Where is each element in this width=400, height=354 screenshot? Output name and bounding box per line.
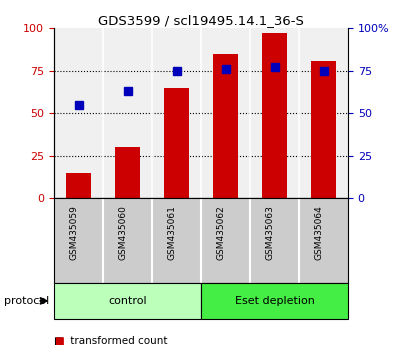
Bar [115,147,140,198]
Bar [311,61,336,198]
Bar [164,88,189,198]
Text: ■  transformed count: ■ transformed count [54,336,168,346]
Text: ■: ■ [54,336,64,346]
Title: GDS3599 / scl19495.14.1_36-S: GDS3599 / scl19495.14.1_36-S [98,14,304,27]
Bar [213,54,238,198]
Text: control: control [108,296,147,306]
Bar [66,173,91,198]
Text: Eset depletion: Eset depletion [234,296,314,306]
Bar [201,283,348,319]
Text: GSM435064: GSM435064 [314,205,324,260]
Text: GSM435061: GSM435061 [168,205,176,260]
Text: GSM435059: GSM435059 [70,205,78,260]
Text: GSM435060: GSM435060 [118,205,128,260]
Text: protocol: protocol [4,296,49,306]
Text: GSM435062: GSM435062 [216,205,226,260]
Text: GSM435063: GSM435063 [266,205,274,260]
Bar [262,33,287,198]
Bar [54,283,201,319]
